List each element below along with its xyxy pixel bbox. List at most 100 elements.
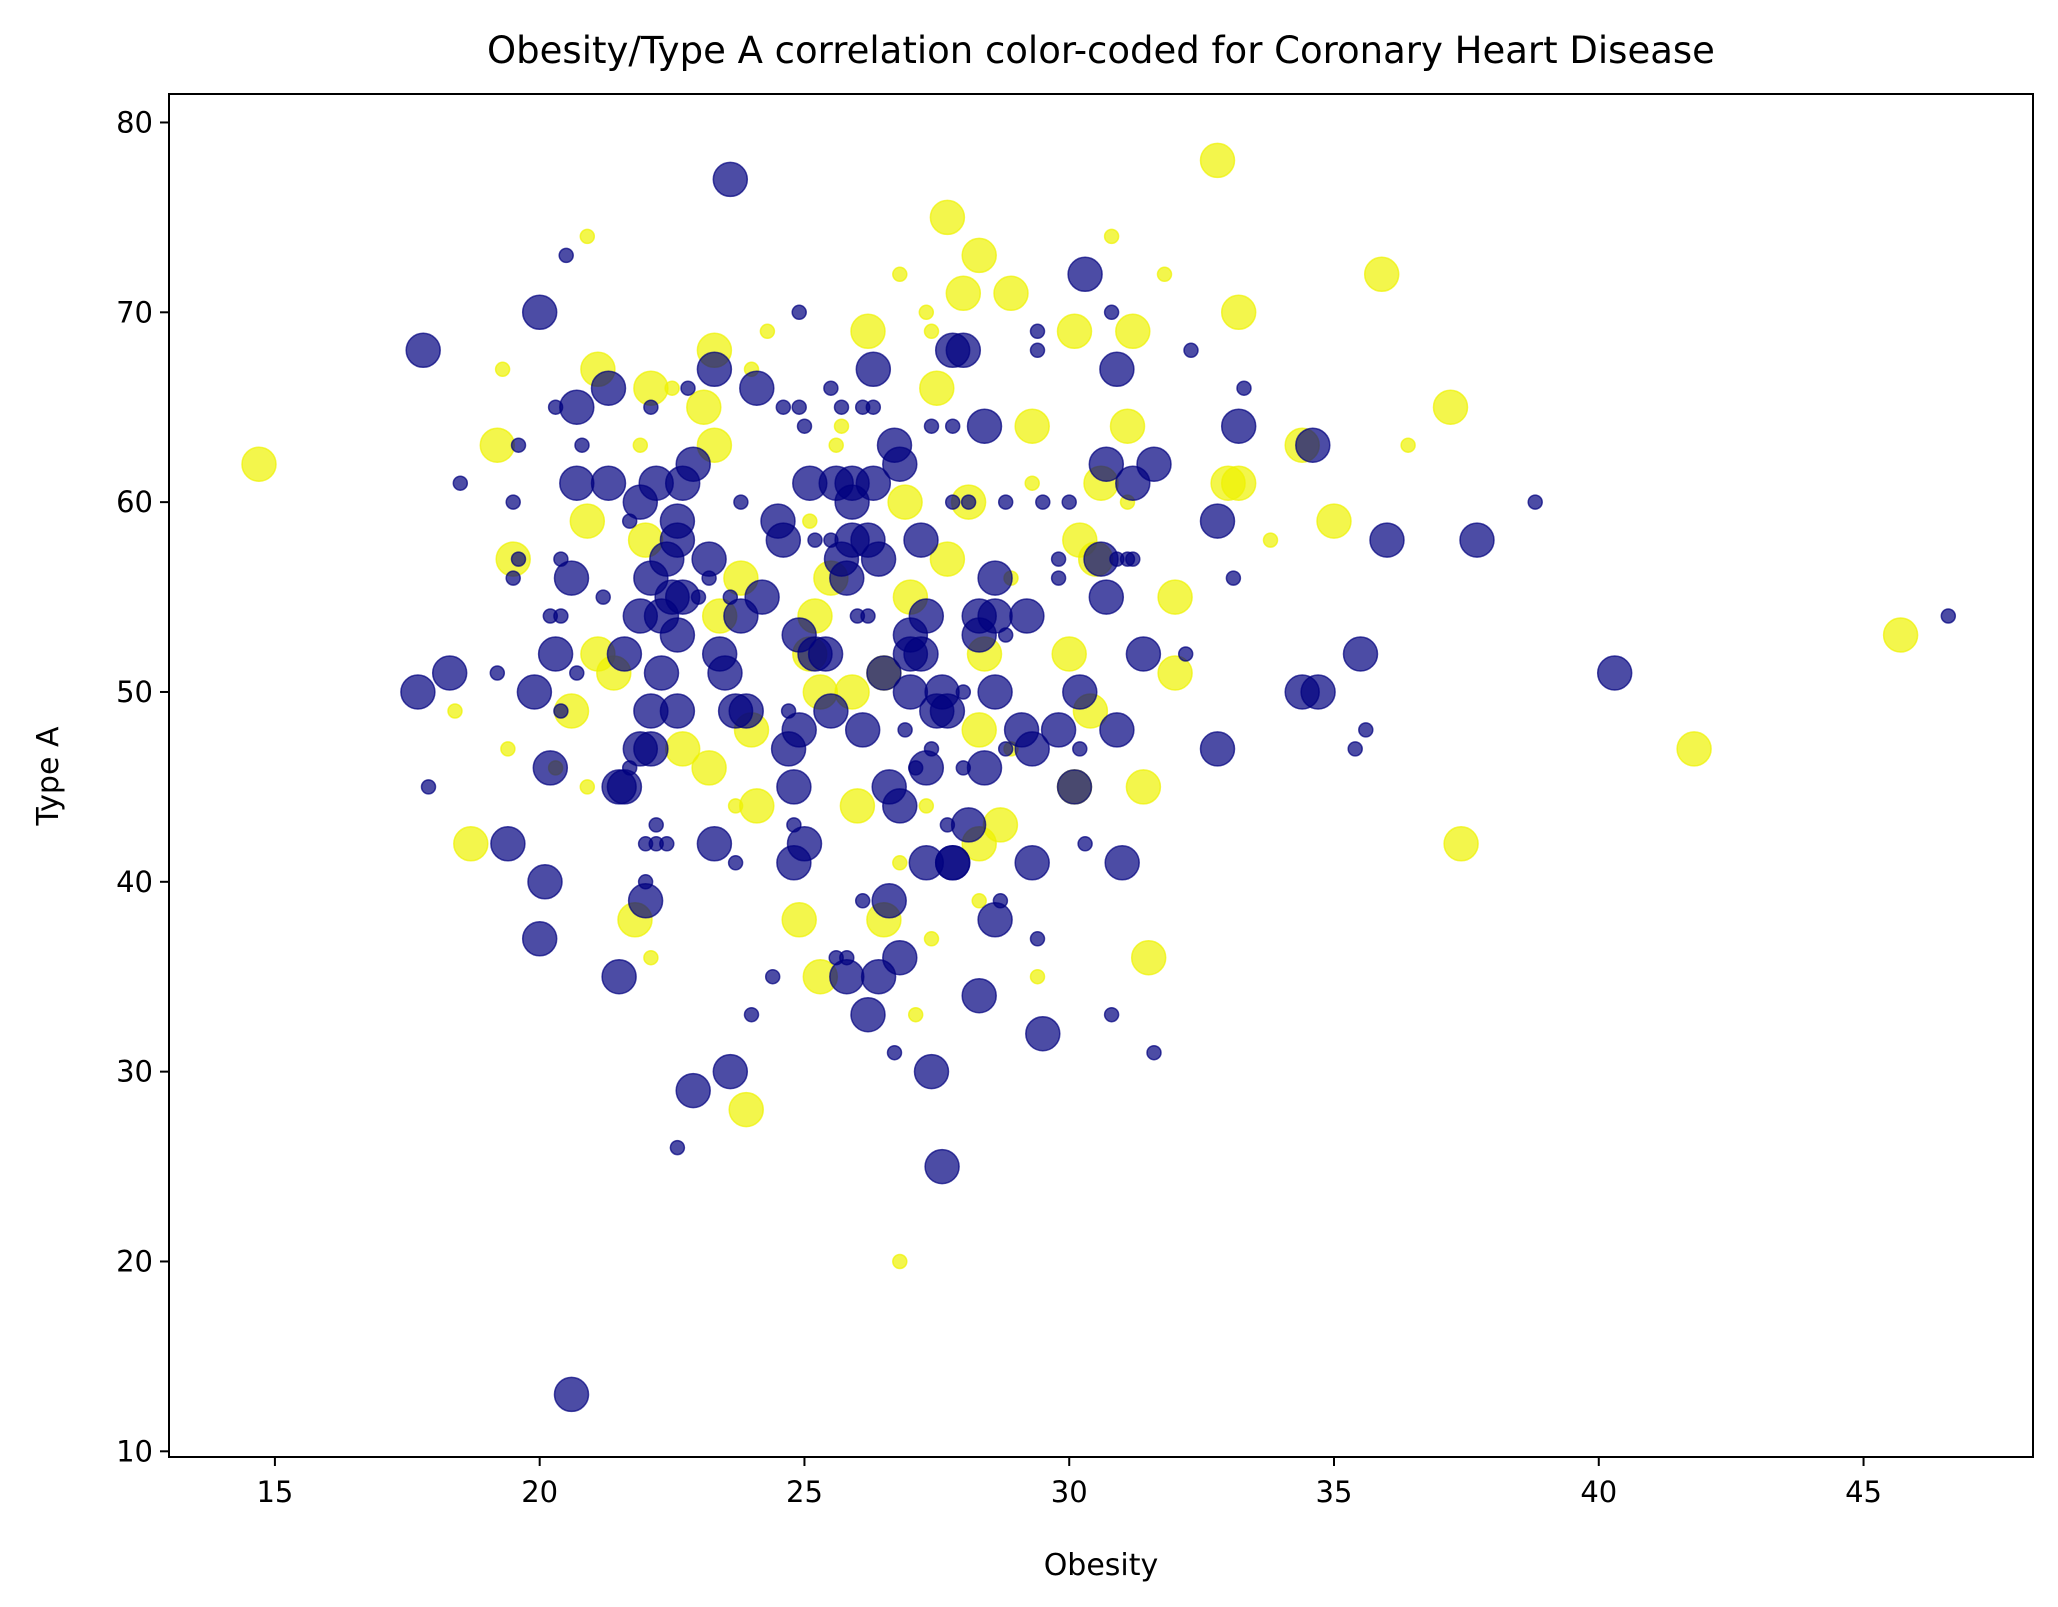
data-point (1369, 522, 1405, 558)
y-tick-label: 30 (116, 1055, 153, 1089)
data-point (606, 636, 643, 672)
data-point (1400, 437, 1416, 453)
data-point (1363, 256, 1400, 293)
data-point (1225, 570, 1242, 586)
data-point (744, 579, 780, 615)
data-point (1358, 722, 1374, 738)
data-point (833, 418, 850, 434)
data-point (850, 996, 886, 1033)
y-tick-label: 40 (116, 865, 153, 899)
data-point (871, 883, 907, 919)
data-point (452, 475, 469, 491)
data-point (966, 408, 1003, 444)
data-point (908, 598, 945, 634)
data-point (1029, 968, 1046, 985)
data-point (632, 437, 649, 453)
data-point (643, 399, 659, 415)
data-point (887, 484, 923, 520)
data-point (759, 323, 776, 340)
data-point (1199, 731, 1236, 767)
data-point (781, 902, 817, 938)
data-point (532, 750, 569, 786)
data-point (1103, 228, 1120, 245)
data-point (1199, 142, 1236, 179)
data-point (579, 779, 596, 795)
data-point (907, 1006, 924, 1023)
data-point (1443, 826, 1479, 862)
data-point (1077, 836, 1093, 852)
y-axis-label: Type A (31, 726, 66, 826)
data-point (659, 522, 696, 558)
data-point (865, 399, 882, 415)
chart-title: Obesity/Type A correlation color-coded f… (487, 29, 1715, 72)
data-point (659, 693, 696, 729)
data-point (1130, 939, 1167, 976)
data-point (1199, 503, 1236, 539)
data-point (675, 446, 711, 482)
data-point (1940, 608, 1957, 624)
data-point (579, 228, 596, 245)
data-point (1061, 494, 1077, 510)
data-point (1157, 655, 1193, 691)
data-point (839, 949, 855, 966)
data-point (918, 798, 935, 814)
data-point (1072, 741, 1088, 757)
data-point (855, 351, 892, 388)
data-point (833, 399, 850, 415)
y-tick-label: 10 (116, 1434, 153, 1468)
data-point (479, 427, 516, 463)
data-point (776, 769, 812, 805)
data-point (1527, 494, 1543, 510)
data-point (1177, 646, 1194, 662)
data-point (648, 817, 664, 833)
data-point (791, 304, 807, 321)
data-point (913, 1053, 950, 1090)
data-point (966, 750, 1003, 786)
data-point (997, 627, 1014, 643)
data-point (553, 1376, 590, 1413)
x-tick-label: 15 (256, 1475, 293, 1509)
data-point (664, 380, 680, 396)
data-point (961, 712, 997, 748)
data-point (923, 741, 940, 757)
data-point (897, 722, 913, 738)
data-point (854, 893, 871, 909)
data-point (1050, 551, 1067, 567)
data-point (997, 494, 1014, 510)
data-point (929, 541, 966, 577)
series-chd-0 (241, 142, 1919, 1270)
data-point (537, 636, 574, 672)
data-point (558, 247, 574, 264)
data-point (553, 608, 569, 624)
data-point (882, 788, 918, 824)
data-point (1156, 266, 1173, 283)
data-point (728, 1091, 764, 1128)
data-point (1295, 427, 1331, 463)
y-tick-label: 70 (116, 295, 153, 329)
data-point (727, 798, 744, 814)
data-point (510, 551, 527, 567)
data-point (553, 703, 569, 719)
data-point (1104, 845, 1140, 881)
data-point (431, 655, 468, 691)
data-point (1316, 503, 1352, 539)
data-point (781, 712, 817, 748)
data-point (886, 1044, 903, 1061)
data-point (690, 589, 707, 605)
points-layer (241, 142, 1957, 1413)
data-point (590, 370, 627, 406)
data-point (527, 864, 563, 900)
data-point (866, 655, 902, 691)
data-point (971, 893, 987, 909)
data-point (1099, 351, 1135, 388)
data-point (1009, 598, 1045, 634)
data-point (945, 275, 982, 312)
data-point (1676, 731, 1712, 767)
data-point (1596, 655, 1633, 691)
data-point (1088, 579, 1125, 615)
data-point (1056, 313, 1093, 350)
x-tick-label: 40 (1580, 1475, 1617, 1509)
data-point (712, 161, 749, 198)
